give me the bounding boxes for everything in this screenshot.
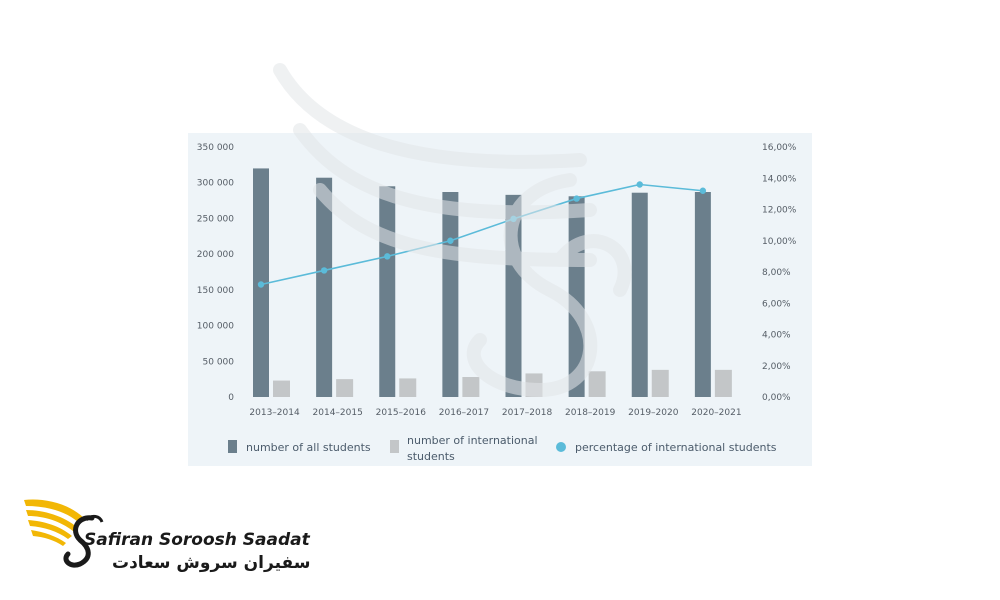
enrollment-chart: 0 50 000 100 000 150 000 200 000 250 000 300 0… [197, 143, 797, 463]
percentage-point [573, 195, 580, 202]
bar-all-students [568, 196, 585, 397]
bar-international-students [399, 378, 417, 397]
left-tick-label: 300 000 [197, 179, 234, 189]
left-tick-label: 50 000 [203, 357, 235, 367]
x-tick-label: 2014–2015 [313, 408, 363, 418]
right-tick-label: 6,00% [762, 299, 791, 309]
bar-international-students [588, 371, 606, 397]
x-axis-ticks: 2013–2014 2014–2015 2015–2016 2016–2017 2017… [249, 408, 741, 418]
right-tick-label: 14,00% [762, 174, 797, 184]
left-tick-label: 100 000 [197, 322, 234, 332]
percentage-point [257, 281, 265, 288]
bar-international-students [273, 380, 290, 397]
bar-international-students [336, 379, 354, 397]
percentage-point [636, 181, 643, 188]
right-tick-label: 16,00% [762, 143, 797, 153]
x-tick-label: 2016–2017 [439, 408, 489, 418]
bars-all-students [253, 168, 711, 397]
x-tick-label: 2017–2018 [502, 408, 553, 418]
bar-all-students [442, 192, 459, 397]
brand-name-english: Safiran Soroosh Saadat [84, 530, 310, 550]
x-tick-label: 2020–2021 [691, 408, 741, 418]
bar-all-students [631, 192, 648, 397]
right-axis-ticks: 0,00% 2,00% 4,00% 6,00% 8,00% 10,00% 12,00% 14,… [762, 143, 797, 403]
percentage-point [510, 215, 517, 223]
left-tick-label: 200 000 [197, 250, 234, 260]
x-tick-label: 2013–2014 [249, 408, 300, 418]
bar-international-students [651, 369, 669, 397]
bar-all-students [379, 186, 396, 397]
bar-all-students [694, 192, 711, 397]
right-tick-label: 2,00% [762, 362, 791, 372]
x-tick-label: 2018–2019 [565, 408, 616, 418]
right-tick-label: 12,00% [762, 206, 797, 216]
left-tick-label: 250 000 [197, 214, 234, 224]
legend-swatch-percentage [556, 442, 566, 452]
left-tick-label: 0 [228, 393, 234, 403]
percentage-point [447, 237, 454, 244]
brand-logo-icon [24, 499, 104, 568]
legend-swatch-international-students [390, 440, 399, 453]
left-axis-ticks: 0 50 000 100 000 150 000 200 000 250 000 300 0… [197, 143, 234, 403]
legend-label-percentage: percentage of international students [575, 441, 777, 454]
bar-international-students [462, 377, 480, 397]
percentage-point [320, 267, 328, 274]
percentage-point [699, 187, 707, 194]
legend-label-international-students-line2: students [407, 450, 455, 463]
left-tick-label: 350 000 [197, 143, 234, 153]
right-tick-label: 0,00% [762, 393, 791, 403]
legend-label-all-students: number of all students [246, 441, 371, 454]
right-tick-label: 10,00% [762, 237, 797, 247]
x-tick-label: 2019–2020 [628, 408, 679, 418]
bar-international-students [525, 373, 543, 397]
legend-label-international-students-line1: number of international [407, 434, 538, 447]
bar-international-students [714, 369, 732, 397]
x-tick-label: 2015–2016 [376, 408, 427, 418]
bar-all-students [316, 177, 333, 397]
bar-all-students [505, 194, 522, 397]
right-tick-label: 4,00% [762, 331, 791, 341]
legend-swatch-all-students [228, 440, 237, 453]
brand-name-persian: سفیران سروش سعادت [112, 553, 311, 573]
bars-international-students [273, 369, 732, 397]
percentage-point [384, 253, 391, 260]
right-tick-label: 8,00% [762, 268, 791, 278]
left-tick-label: 150 000 [197, 286, 234, 296]
